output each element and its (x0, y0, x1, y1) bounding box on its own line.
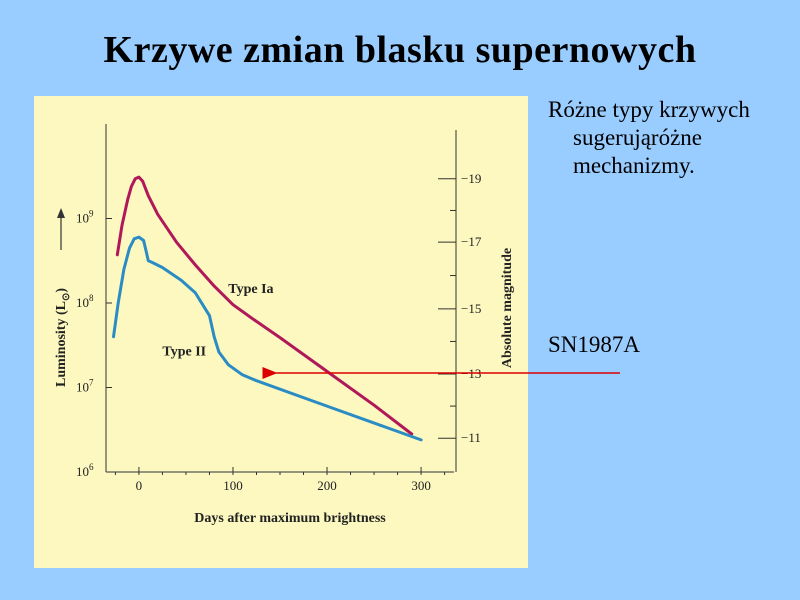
y-axis-title-close: ) (54, 288, 69, 293)
x-tick-label: 100 (223, 478, 243, 493)
y-tick-exponent: 8 (89, 293, 94, 303)
x-tick-label: 300 (411, 478, 431, 493)
y-axis-title-text: Luminosity (L (54, 301, 69, 387)
y2-axis-title: Absolute magnitude (500, 248, 515, 368)
y2-tick-label: −19 (461, 171, 481, 186)
y-axis-title: Luminosity (L⊙) (54, 288, 72, 387)
y2-tick-label: −17 (461, 234, 482, 249)
y-tick-label: 106 (76, 462, 94, 479)
x-tick-label: 0 (136, 478, 143, 493)
y-tick-exponent: 9 (89, 209, 94, 219)
slide-title: Krzywe zmian blasku supernowych (103, 29, 697, 71)
series-line-type-ia (115, 175, 414, 436)
y2-tick-label: −11 (461, 430, 481, 445)
y2-tick-label: −15 (461, 301, 481, 316)
y-tick-exponent: 7 (89, 378, 94, 388)
sn1987a-label: SN1987A (548, 332, 641, 357)
x-axis-title: Days after maximum brightness (194, 511, 386, 526)
y2-tick-label: −13 (461, 366, 481, 381)
x-tick-label: 200 (317, 478, 337, 493)
y-tick-exponent: 6 (89, 462, 94, 472)
y-tick-label: 109 (76, 209, 94, 226)
chart-panel: 106 107 108 109 0 100 200 300 −19 −17 −15 −13 −11 Ty… (34, 96, 528, 568)
series-line-type-ii (112, 235, 423, 442)
curve-label-type-ii: Type II (162, 344, 206, 359)
bullet-text: Różne typy krzywych sugerująróżne mechan… (548, 97, 750, 178)
y-tick-label: 108 (76, 293, 94, 310)
y-axis-title-sub: ⊙ (61, 293, 72, 301)
y-tick-label: 107 (76, 378, 94, 395)
light-curve-chart: 106 107 108 109 0 100 200 300 −19 −17 −15 −13 −11 Ty… (54, 124, 515, 526)
curve-label-type-ia: Type Ia (228, 282, 273, 297)
y-axis-title-arrow-head (57, 208, 65, 218)
